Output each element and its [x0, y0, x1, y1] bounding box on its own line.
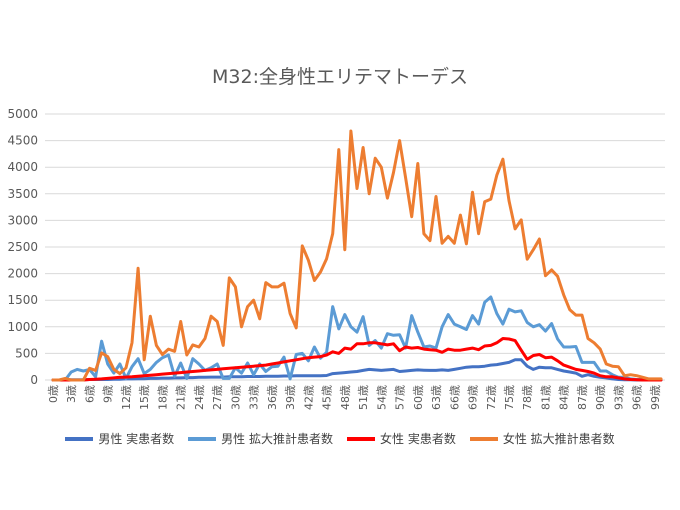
x-tick-label: 78歳 [521, 385, 534, 410]
legend-swatch [65, 436, 94, 441]
x-tick-label: 30歳 [229, 385, 242, 410]
series-line-3 [51, 129, 663, 382]
x-tick-label: 45歳 [321, 385, 334, 410]
x-tick-label: 18歳 [156, 385, 169, 410]
x-tick-label: 66歳 [448, 385, 461, 410]
series-line-0 [51, 358, 663, 382]
series-line-2 [51, 337, 663, 382]
legend-label: 男性 拡大推計患者数 [221, 432, 333, 446]
x-tick-label: 87歳 [576, 385, 589, 410]
x-tick-label: 93歳 [612, 385, 625, 410]
y-tick-label: 3000 [7, 213, 38, 227]
x-tick-label: 69歳 [467, 385, 480, 410]
x-tick-label: 72歳 [485, 385, 498, 410]
x-tick-label: 36歳 [266, 385, 279, 410]
x-tick-label: 75歳 [503, 385, 516, 410]
x-tick-label: 39歳 [284, 385, 297, 410]
y-tick-label: 5000 [7, 107, 38, 121]
y-tick-label: 1500 [7, 293, 38, 307]
y-tick-label: 0 [30, 373, 38, 387]
x-tick-label: 96歳 [631, 385, 644, 410]
x-tick-label: 24歳 [193, 385, 206, 410]
x-tick-label: 63歳 [430, 385, 443, 410]
x-tick-label: 9歳 [102, 385, 115, 403]
x-tick-label: 99歳 [649, 385, 662, 410]
x-tick-label: 15歳 [138, 385, 151, 410]
y-tick-label: 2000 [7, 267, 38, 281]
x-tick-label: 27歳 [211, 385, 224, 410]
x-tick-label: 90歳 [594, 385, 607, 410]
x-tick-label: 42歳 [302, 385, 315, 410]
y-tick-label: 1000 [7, 320, 38, 334]
x-tick-label: 21歳 [175, 385, 188, 410]
y-tick-label: 4000 [7, 160, 38, 174]
legend-label: 女性 実患者数 [380, 432, 456, 446]
legend-item-female-estimated: 女性 拡大推計患者数 [469, 430, 615, 447]
x-tick-label: 60歳 [412, 385, 425, 410]
legend-item-male-estimated: 男性 拡大推計患者数 [188, 430, 333, 447]
x-tick-label: 3歳 [65, 385, 78, 403]
legend-swatch [188, 436, 217, 441]
x-tick-label: 6歳 [83, 385, 96, 403]
legend-label: 男性 実患者数 [98, 432, 175, 446]
y-tick-label: 3500 [7, 187, 38, 201]
chart-title: M32:全身性エリテマトーデス [212, 66, 468, 88]
legend-label: 女性 拡大推計患者数 [502, 432, 615, 446]
legend-swatch [469, 436, 498, 441]
y-tick-label: 500 [15, 346, 38, 360]
x-tick-label: 51歳 [357, 385, 370, 410]
x-tick-label: 12歳 [120, 385, 133, 410]
x-tick-label: 57歳 [394, 385, 407, 410]
legend-item-female-actual: 女性 実患者数 [347, 430, 456, 447]
y-tick-label: 2500 [7, 240, 38, 254]
x-tick-label: 48歳 [339, 385, 352, 410]
legend-item-male-actual: 男性 実患者数 [65, 430, 174, 447]
x-tick-label: 0歳 [47, 385, 60, 403]
x-tick-label: 33歳 [248, 385, 261, 410]
y-tick-label: 4500 [7, 134, 38, 148]
legend: 男性 実患者数 男性 拡大推計患者数 女性 実患者数 女性 拡大推計患者数 [0, 430, 680, 447]
legend-swatch [347, 436, 375, 441]
x-tick-label: 84歳 [558, 385, 571, 410]
x-tick-label: 81歳 [539, 385, 552, 410]
x-tick-label: 54歳 [375, 385, 388, 410]
series-line-1 [51, 295, 663, 382]
